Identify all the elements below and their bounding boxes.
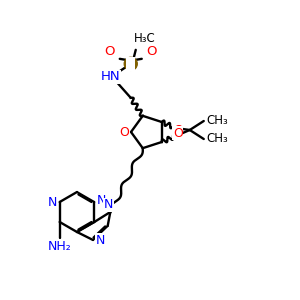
Text: O: O bbox=[173, 124, 183, 137]
Text: NH₂: NH₂ bbox=[48, 239, 72, 253]
Text: CH₃: CH₃ bbox=[206, 115, 228, 128]
Text: O: O bbox=[173, 127, 183, 140]
Text: N: N bbox=[48, 196, 57, 208]
Text: O: O bbox=[104, 45, 115, 58]
Text: N: N bbox=[103, 199, 113, 212]
Text: O: O bbox=[119, 125, 129, 139]
Text: H₃C: H₃C bbox=[134, 32, 156, 45]
Circle shape bbox=[124, 57, 137, 70]
Text: O: O bbox=[146, 45, 157, 58]
Text: HN: HN bbox=[101, 70, 121, 83]
Text: S: S bbox=[127, 57, 134, 70]
Text: N: N bbox=[95, 233, 105, 247]
Text: CH₃: CH₃ bbox=[206, 133, 228, 146]
Text: N: N bbox=[97, 194, 106, 206]
